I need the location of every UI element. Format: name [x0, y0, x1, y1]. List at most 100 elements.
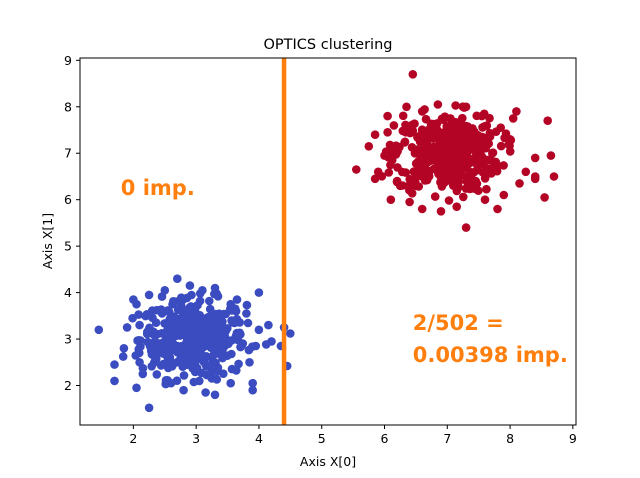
data-point	[384, 168, 394, 177]
data-point	[191, 319, 201, 329]
data-point	[448, 167, 457, 176]
data-point	[451, 101, 460, 110]
data-point	[132, 383, 141, 393]
data-point	[385, 140, 395, 150]
data-point	[179, 343, 188, 352]
data-point	[226, 378, 235, 388]
data-point	[212, 367, 222, 376]
data-point	[195, 296, 205, 306]
y-tick-label: 6	[64, 192, 72, 207]
data-point	[543, 116, 552, 125]
data-point	[163, 363, 173, 373]
data-point	[420, 157, 429, 167]
data-point	[198, 286, 207, 295]
data-point	[135, 320, 144, 330]
data-point	[477, 152, 487, 162]
data-point	[464, 180, 474, 189]
data-point	[201, 388, 210, 397]
data-point	[430, 132, 440, 142]
data-point	[461, 102, 471, 112]
cluster-0-points	[94, 274, 295, 413]
data-point	[405, 197, 414, 207]
data-point	[237, 341, 247, 350]
data-point	[110, 360, 119, 369]
data-point	[248, 378, 257, 388]
data-point	[110, 376, 119, 386]
data-point	[540, 193, 549, 202]
data-point	[207, 312, 216, 321]
data-point	[364, 142, 374, 151]
data-point	[210, 283, 220, 293]
data-point	[437, 114, 447, 124]
x-tick-label: 5	[318, 431, 326, 446]
data-point	[189, 331, 199, 341]
data-point	[370, 174, 380, 184]
data-point	[413, 133, 422, 142]
data-point	[482, 184, 491, 194]
data-point	[496, 123, 506, 132]
data-point	[178, 306, 188, 316]
data-point	[94, 325, 104, 335]
y-tick-label: 3	[64, 332, 72, 347]
data-point	[488, 148, 498, 157]
data-point	[421, 114, 431, 124]
data-point	[211, 328, 221, 338]
chart-title: OPTICS clustering	[264, 37, 393, 53]
data-point	[221, 326, 231, 335]
data-point	[135, 348, 144, 358]
data-point	[236, 330, 245, 339]
data-point	[411, 159, 421, 168]
data-point	[383, 111, 392, 121]
data-point	[166, 378, 176, 388]
data-point	[452, 186, 462, 196]
data-point	[493, 161, 503, 171]
data-point	[444, 196, 454, 205]
data-point	[179, 385, 188, 395]
data-point	[168, 300, 177, 309]
data-point	[267, 337, 276, 346]
data-point	[449, 129, 458, 138]
data-point	[472, 165, 482, 175]
data-point	[144, 403, 154, 413]
data-point	[467, 137, 477, 147]
data-point	[420, 147, 430, 157]
data-point	[496, 141, 506, 151]
data-point	[409, 167, 419, 176]
data-point	[480, 122, 489, 131]
data-point	[128, 313, 137, 323]
data-point	[408, 70, 418, 79]
data-point	[352, 165, 361, 174]
y-tick-label: 8	[64, 99, 72, 114]
data-point	[151, 318, 161, 328]
data-point	[521, 167, 531, 177]
data-point	[386, 195, 396, 204]
data-point	[389, 121, 399, 130]
x-tick-label: 2	[129, 431, 137, 446]
data-point	[505, 135, 515, 144]
data-point	[373, 167, 383, 177]
scatter-points	[94, 70, 559, 413]
y-axis-label: Axis X[1]	[40, 213, 55, 269]
data-point	[398, 111, 408, 121]
data-point	[383, 128, 392, 137]
x-tick-label: 9	[569, 431, 577, 446]
data-point	[505, 141, 514, 150]
data-point	[230, 318, 239, 328]
data-point	[446, 114, 455, 123]
annotations: 0 imp. 2/502 = 0.00398 imp.	[121, 176, 568, 367]
y-tick-label: 2	[64, 378, 72, 393]
data-point	[190, 349, 200, 359]
data-point	[417, 204, 427, 214]
data-point	[477, 144, 486, 154]
data-point	[167, 322, 177, 332]
data-point	[196, 354, 206, 363]
data-point	[410, 149, 420, 158]
data-point	[212, 341, 221, 351]
data-point	[264, 320, 273, 330]
data-point	[484, 139, 494, 148]
data-point	[459, 192, 468, 202]
data-point	[477, 132, 487, 142]
data-point	[450, 144, 460, 153]
data-point	[499, 190, 509, 200]
data-point	[433, 100, 443, 109]
